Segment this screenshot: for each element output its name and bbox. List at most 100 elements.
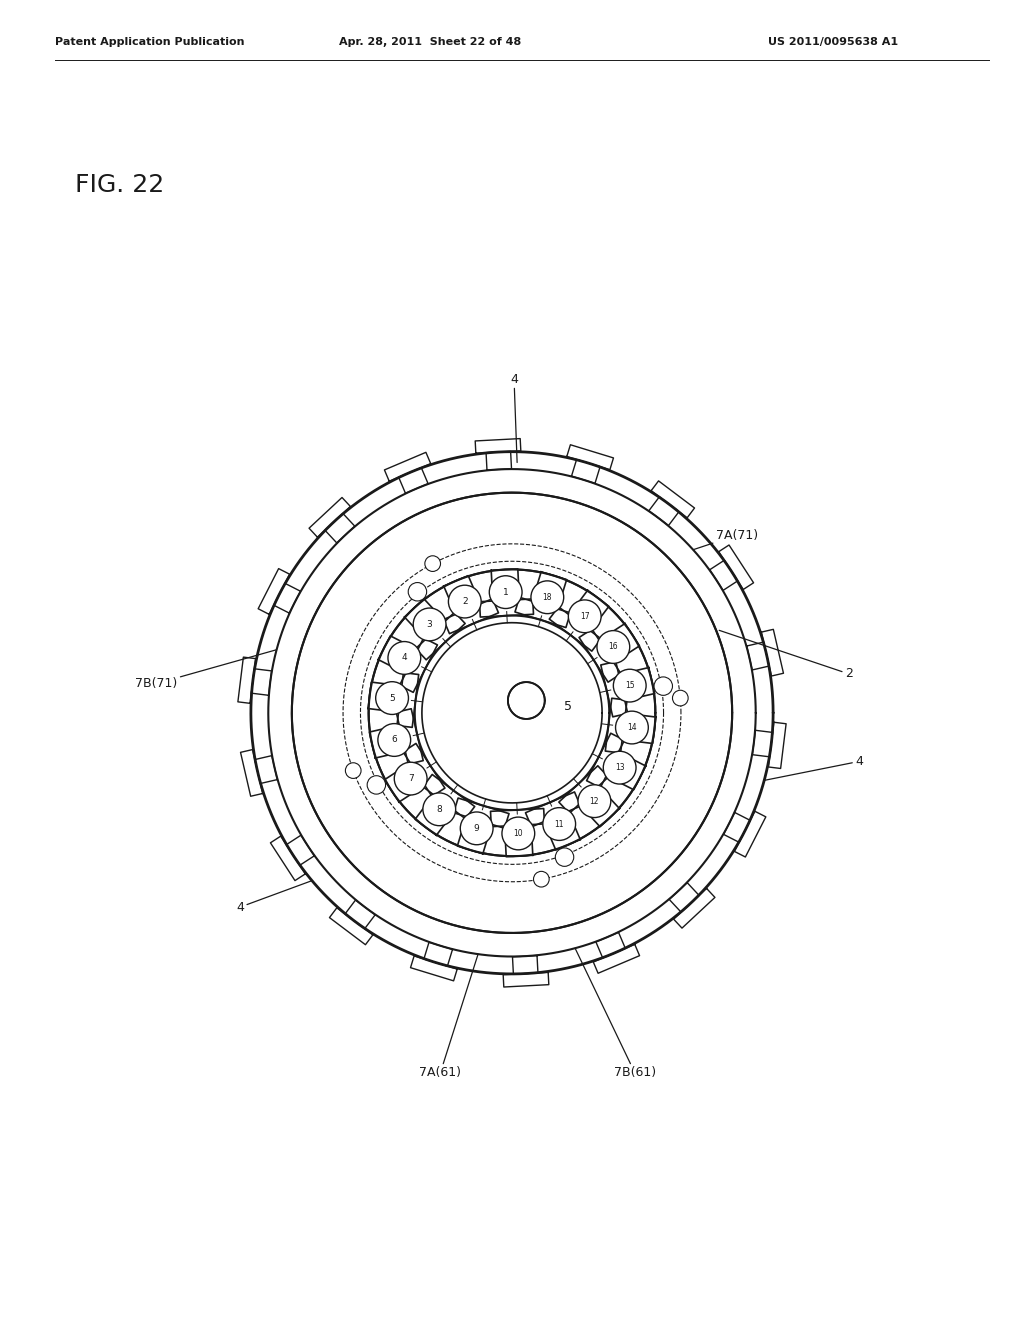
Polygon shape	[479, 599, 534, 616]
Circle shape	[534, 871, 549, 887]
Polygon shape	[710, 560, 737, 590]
Polygon shape	[325, 513, 354, 543]
Polygon shape	[580, 630, 621, 682]
Text: 15: 15	[625, 681, 635, 690]
Polygon shape	[396, 709, 423, 764]
Text: 5: 5	[564, 700, 572, 713]
Polygon shape	[762, 630, 783, 676]
Circle shape	[394, 762, 427, 795]
Circle shape	[613, 669, 646, 702]
Polygon shape	[544, 812, 581, 850]
Text: 7B(71): 7B(71)	[135, 649, 276, 690]
Text: 7: 7	[408, 774, 414, 783]
Polygon shape	[270, 836, 305, 880]
Polygon shape	[251, 669, 271, 696]
Polygon shape	[397, 673, 419, 727]
Polygon shape	[515, 597, 570, 627]
Circle shape	[345, 763, 361, 779]
Polygon shape	[369, 569, 655, 857]
Circle shape	[378, 723, 411, 756]
Text: 2: 2	[719, 631, 853, 680]
Circle shape	[388, 642, 421, 675]
Text: 9: 9	[474, 824, 479, 833]
Polygon shape	[606, 752, 646, 789]
Polygon shape	[593, 944, 640, 973]
Polygon shape	[384, 453, 431, 482]
Polygon shape	[580, 787, 620, 826]
Polygon shape	[559, 766, 608, 813]
Text: 17: 17	[580, 611, 590, 620]
Polygon shape	[415, 795, 455, 836]
Polygon shape	[569, 590, 609, 631]
Polygon shape	[287, 836, 314, 866]
Polygon shape	[587, 733, 625, 788]
Polygon shape	[525, 792, 581, 826]
Polygon shape	[292, 492, 732, 933]
Circle shape	[530, 581, 563, 614]
Polygon shape	[458, 817, 492, 854]
Polygon shape	[670, 883, 699, 912]
Polygon shape	[567, 445, 613, 470]
Text: 7A(61): 7A(61)	[419, 954, 478, 1080]
Polygon shape	[238, 657, 256, 704]
Polygon shape	[768, 722, 786, 768]
Text: 7A(71): 7A(71)	[693, 529, 758, 549]
Polygon shape	[424, 942, 453, 966]
Text: 5: 5	[389, 693, 395, 702]
Text: US 2011/0095638 A1: US 2011/0095638 A1	[768, 37, 898, 48]
Polygon shape	[651, 480, 694, 517]
Circle shape	[368, 776, 386, 795]
Text: 4: 4	[237, 880, 312, 913]
Text: 11: 11	[554, 820, 564, 829]
Text: 1: 1	[503, 587, 509, 597]
Polygon shape	[508, 682, 545, 719]
Circle shape	[568, 599, 601, 632]
Polygon shape	[505, 825, 532, 857]
Polygon shape	[399, 638, 437, 693]
Polygon shape	[605, 698, 627, 752]
Polygon shape	[385, 763, 425, 803]
Text: 18: 18	[543, 593, 552, 602]
Polygon shape	[649, 496, 679, 525]
Polygon shape	[330, 908, 373, 945]
Polygon shape	[503, 973, 549, 987]
Text: 4: 4	[401, 653, 408, 663]
Text: Apr. 28, 2011  Sheet 22 of 48: Apr. 28, 2011 Sheet 22 of 48	[339, 37, 521, 48]
Polygon shape	[596, 932, 626, 958]
Circle shape	[578, 785, 610, 817]
Polygon shape	[403, 743, 444, 796]
Circle shape	[603, 751, 636, 784]
Circle shape	[425, 556, 440, 572]
Polygon shape	[674, 888, 715, 928]
Polygon shape	[443, 576, 480, 614]
Polygon shape	[255, 755, 278, 784]
Text: 3: 3	[427, 620, 432, 628]
Polygon shape	[345, 900, 375, 929]
Circle shape	[543, 808, 575, 841]
Polygon shape	[309, 498, 350, 537]
Text: 12: 12	[590, 797, 599, 805]
Polygon shape	[398, 467, 428, 494]
Polygon shape	[486, 451, 512, 470]
Circle shape	[673, 690, 688, 706]
Text: 10: 10	[513, 829, 523, 838]
Polygon shape	[416, 612, 465, 660]
Polygon shape	[492, 569, 519, 601]
Circle shape	[654, 677, 673, 696]
Polygon shape	[368, 682, 401, 713]
Polygon shape	[370, 725, 406, 758]
Text: 7B(61): 7B(61)	[575, 948, 656, 1080]
Polygon shape	[746, 642, 769, 671]
Polygon shape	[475, 438, 521, 453]
Text: 6: 6	[391, 735, 397, 744]
Text: 8: 8	[436, 805, 442, 814]
Circle shape	[615, 711, 648, 744]
Text: Patent Application Publication: Patent Application Publication	[55, 37, 245, 48]
Circle shape	[597, 631, 630, 664]
Polygon shape	[241, 750, 262, 796]
Circle shape	[376, 681, 409, 714]
Circle shape	[423, 793, 456, 826]
Polygon shape	[532, 572, 566, 609]
Polygon shape	[618, 668, 654, 701]
Text: 4: 4	[764, 755, 863, 780]
